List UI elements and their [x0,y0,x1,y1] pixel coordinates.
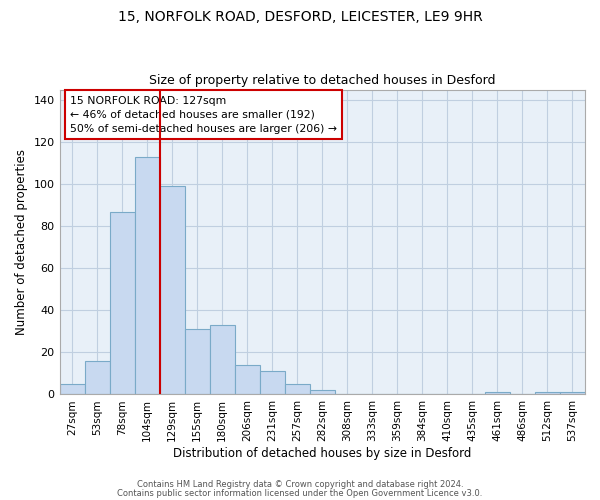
Text: 15 NORFOLK ROAD: 127sqm
← 46% of detached houses are smaller (192)
50% of semi-d: 15 NORFOLK ROAD: 127sqm ← 46% of detache… [70,96,337,134]
Bar [560,392,585,394]
Bar [160,186,185,394]
Bar [110,212,134,394]
X-axis label: Distribution of detached houses by size in Desford: Distribution of detached houses by size … [173,447,472,460]
Bar [260,372,285,394]
Bar [209,325,235,394]
Bar [59,384,85,394]
Text: 15, NORFOLK ROAD, DESFORD, LEICESTER, LE9 9HR: 15, NORFOLK ROAD, DESFORD, LEICESTER, LE… [118,10,482,24]
Y-axis label: Number of detached properties: Number of detached properties [15,149,28,335]
Bar [85,361,110,394]
Text: Contains public sector information licensed under the Open Government Licence v3: Contains public sector information licen… [118,490,482,498]
Bar [285,384,310,394]
Title: Size of property relative to detached houses in Desford: Size of property relative to detached ho… [149,74,496,87]
Text: Contains HM Land Registry data © Crown copyright and database right 2024.: Contains HM Land Registry data © Crown c… [137,480,463,489]
Bar [310,390,335,394]
Bar [185,330,209,394]
Bar [235,365,260,394]
Bar [535,392,560,394]
Bar [134,157,160,394]
Bar [485,392,510,394]
